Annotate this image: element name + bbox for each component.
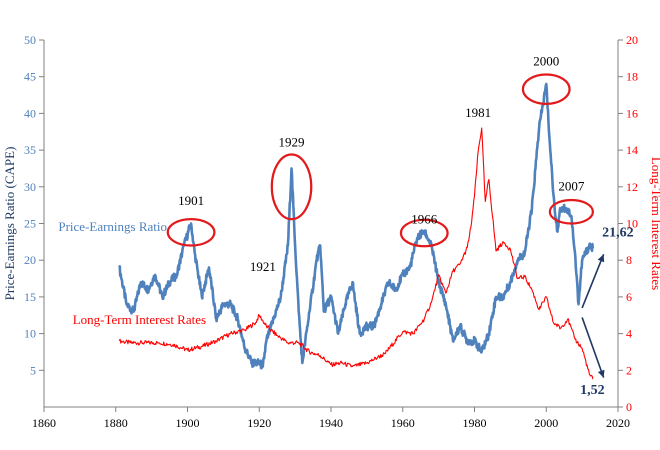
- pe-ratio-line: [118, 82, 595, 370]
- right-tick-label: 10: [626, 217, 638, 231]
- rate-series-label: Long-Term Interest Rates: [73, 312, 206, 327]
- year-label-1981: 1981: [465, 105, 491, 120]
- x-tick-label: 1940: [319, 416, 343, 430]
- rate-end-value-label: 1,52: [580, 383, 605, 398]
- x-tick-label: 1920: [247, 416, 271, 430]
- arrow-head: [597, 254, 605, 263]
- right-tick-label: 0: [626, 400, 632, 414]
- arrow-line: [581, 254, 605, 309]
- right-tick-label: 12: [626, 180, 638, 194]
- left-tick-label: 50: [24, 33, 36, 47]
- chart-axes: 1860 1880 1900 1920 1940 1960 1980 2000 20205101…: [2, 33, 660, 430]
- x-tick-label: 1860: [32, 416, 56, 430]
- arrow-line: [581, 317, 605, 378]
- year-label-1966: 1966: [411, 212, 438, 227]
- highlight-ellipse: [166, 217, 216, 247]
- x-tick-label: 1900: [176, 416, 200, 430]
- x-tick-label: 2000: [534, 416, 558, 430]
- left-tick-label: 20: [24, 253, 36, 267]
- left-tick-label: 30: [24, 180, 36, 194]
- left-tick-label: 15: [24, 290, 36, 304]
- left-tick-label: 40: [24, 106, 36, 120]
- year-label-1901: 1901: [178, 193, 204, 208]
- chart-series: [118, 82, 595, 380]
- left-axis-title: Price-Earnings Ratio (CAPE): [2, 147, 17, 301]
- year-label-2007: 2007: [558, 178, 585, 193]
- interest-rate-line: [118, 127, 594, 380]
- pe-series-label: Price-Earnings Ratio: [58, 219, 167, 234]
- left-tick-label: 10: [24, 327, 36, 341]
- right-tick-label: 6: [626, 290, 632, 304]
- x-tick-label: 1980: [463, 416, 487, 430]
- arrow-head: [597, 369, 605, 378]
- right-tick-label: 20: [626, 33, 638, 47]
- x-tick-label: 2020: [606, 416, 630, 430]
- highlight-ellipse: [399, 218, 449, 248]
- year-label-2000: 2000: [533, 54, 559, 69]
- right-tick-label: 14: [626, 143, 638, 157]
- right-tick-label: 4: [626, 327, 632, 341]
- highlight-ellipse: [270, 153, 313, 221]
- year-label-1921: 1921: [250, 259, 276, 274]
- left-tick-label: 25: [24, 217, 36, 231]
- left-tick-label: 35: [24, 143, 36, 157]
- right-tick-label: 8: [626, 253, 632, 267]
- chart-annotations: 21,62 1,52 Price-Earnings Ratio Long-Term I…: [58, 54, 633, 398]
- right-axis-title: Long-Term Interest Rates: [649, 157, 660, 290]
- highlight-ellipse: [548, 198, 594, 225]
- x-tick-label: 1880: [104, 416, 128, 430]
- x-tick-label: 1960: [391, 416, 415, 430]
- right-tick-label: 18: [626, 70, 638, 84]
- right-tick-label: 2: [626, 363, 632, 377]
- highlight-ellipse: [521, 73, 571, 105]
- left-tick-label: 5: [30, 363, 36, 377]
- right-tick-label: 16: [626, 106, 638, 120]
- pe-end-value-label: 21,62: [602, 226, 634, 241]
- left-tick-label: 45: [24, 70, 36, 84]
- year-label-1929: 1929: [279, 134, 305, 149]
